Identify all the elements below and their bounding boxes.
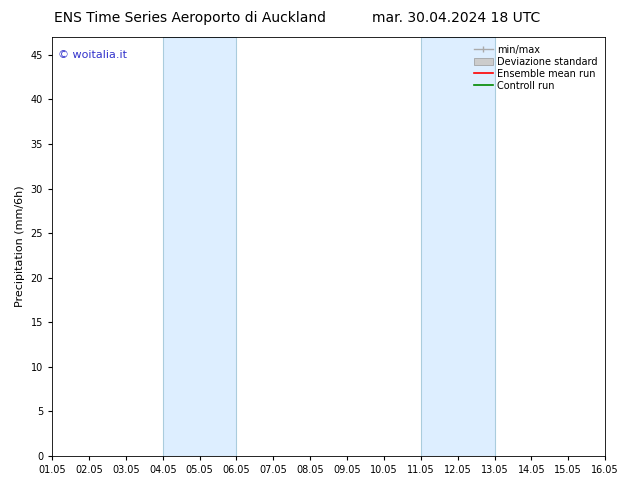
Text: mar. 30.04.2024 18 UTC: mar. 30.04.2024 18 UTC xyxy=(372,11,541,25)
Text: © woitalia.it: © woitalia.it xyxy=(58,49,127,60)
Y-axis label: Precipitation (mm/6h): Precipitation (mm/6h) xyxy=(15,186,25,307)
Bar xyxy=(163,37,236,456)
Legend: min/max, Deviazione standard, Ensemble mean run, Controll run: min/max, Deviazione standard, Ensemble m… xyxy=(470,42,600,94)
Text: ENS Time Series Aeroporto di Auckland: ENS Time Series Aeroporto di Auckland xyxy=(54,11,327,25)
Bar xyxy=(421,37,495,456)
